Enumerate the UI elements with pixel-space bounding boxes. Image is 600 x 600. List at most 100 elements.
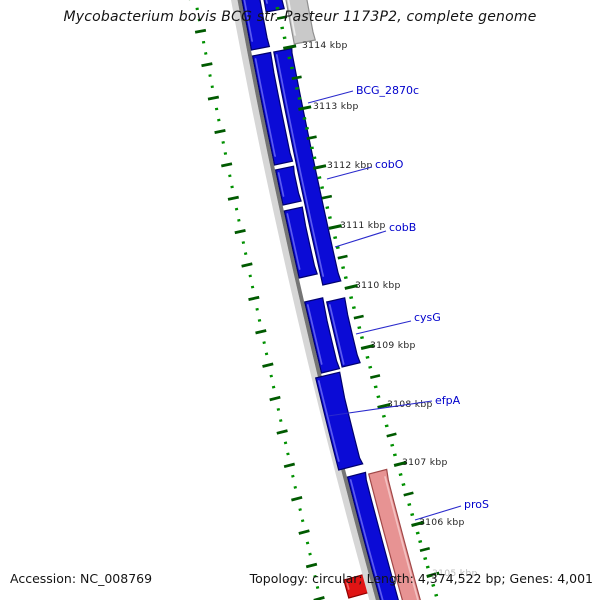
gene-feature-blue[interactable] xyxy=(325,297,361,368)
inner-ring-minor-tick xyxy=(305,541,310,545)
minor-tick xyxy=(275,6,280,10)
minor-tick xyxy=(415,531,420,535)
minor-tick xyxy=(418,539,423,544)
minor-tick xyxy=(431,583,436,588)
minor-tick xyxy=(280,26,285,30)
label-leader-line xyxy=(327,400,433,417)
inner-ring-minor-tick xyxy=(264,352,269,356)
minor-tick xyxy=(297,96,302,100)
inner-ring-minor-tick xyxy=(195,7,199,11)
backbone-ring-dark xyxy=(237,0,381,600)
gene-bevel-highlight xyxy=(275,54,325,277)
inner-ring-minor-tick xyxy=(286,452,290,456)
inner-ring-major-tick xyxy=(194,28,207,34)
inner-ring-major-tick xyxy=(214,129,226,134)
kbp-major-tick xyxy=(283,44,297,50)
gene-label[interactable]: cobO xyxy=(375,158,404,171)
minor-tick xyxy=(312,156,317,160)
tick-label: 3112 kbp xyxy=(327,160,373,171)
inner-ring-minor-tick xyxy=(217,118,221,122)
inner-ring-minor-tick xyxy=(283,441,288,445)
inner-ring-minor-tick xyxy=(210,85,214,89)
inner-ring-major-tick xyxy=(262,362,274,368)
tick-label: 3109 kbp xyxy=(370,340,416,351)
half-kbp-tick xyxy=(403,491,414,497)
inner-ring-minor-tick xyxy=(315,585,320,590)
gene-label[interactable]: proS xyxy=(464,498,489,511)
inner-ring-major-tick xyxy=(276,429,288,435)
minor-tick xyxy=(410,512,415,517)
gene-feature-blue[interactable] xyxy=(239,0,271,51)
minor-tick xyxy=(302,116,307,120)
kbp-major-tick xyxy=(360,344,375,350)
gene-label[interactable]: efpA xyxy=(435,394,461,407)
inner-ring-minor-tick xyxy=(257,318,262,322)
minor-tick xyxy=(376,395,381,399)
inner-ring-major-tick xyxy=(227,195,239,201)
half-kbp-tick xyxy=(306,135,317,140)
inner-ring-minor-tick xyxy=(276,407,281,411)
gene-bevel-highlight xyxy=(287,0,296,36)
gene-feature-blue[interactable] xyxy=(346,471,402,600)
gene-label[interactable]: cobB xyxy=(389,221,416,234)
gene-bevel-highlight xyxy=(349,479,384,600)
minor-tick xyxy=(287,56,292,60)
tick-label: 3110 kbp xyxy=(355,280,401,291)
inner-ring-minor-tick xyxy=(221,140,225,144)
minor-tick xyxy=(407,502,412,507)
inner-ring-minor-tick xyxy=(308,552,312,556)
inner-ring-minor-tick xyxy=(204,51,208,55)
inner-ring-minor-tick xyxy=(201,40,206,44)
inner-ring-minor-tick xyxy=(262,341,266,345)
gene-bevel-highlight xyxy=(265,0,268,4)
inner-ring-minor-tick xyxy=(234,207,239,211)
minor-tick xyxy=(365,355,370,359)
kbp-major-tick xyxy=(393,460,408,467)
gene-feature-blue[interactable] xyxy=(251,51,294,166)
gene-bevel-highlight xyxy=(286,213,301,270)
inner-ring-minor-tick xyxy=(243,252,248,256)
gene-feature-blue[interactable] xyxy=(274,165,302,206)
kbp-major-tick xyxy=(328,224,342,230)
tick-label: 3105 kbp xyxy=(432,568,478,579)
gene-feature-gray[interactable] xyxy=(283,0,317,45)
tick-label: 3114 kbp xyxy=(302,40,348,51)
page-title: Mycobacterium bovis BCG str. Pasteur 117… xyxy=(63,9,537,25)
label-leader-line xyxy=(307,90,354,104)
minor-tick xyxy=(317,176,322,180)
gene-label[interactable]: cysG xyxy=(414,311,441,324)
inner-ring-minor-tick xyxy=(214,107,219,111)
gene-feature-blue[interactable] xyxy=(273,47,342,286)
minor-tick xyxy=(290,66,294,70)
inner-ring-minor-tick xyxy=(313,574,317,578)
inner-ring-minor-tick xyxy=(255,307,259,311)
inner-ring-minor-tick xyxy=(271,385,276,389)
gene-feature-pink[interactable] xyxy=(367,468,424,600)
gene-feature-blue[interactable] xyxy=(303,297,341,374)
minor-tick xyxy=(368,365,373,369)
label-leader-line xyxy=(355,320,412,335)
inner-ring-major-tick xyxy=(241,262,253,268)
kbp-major-tick xyxy=(426,571,440,578)
gene-feature-blue[interactable] xyxy=(283,206,318,279)
minor-tick xyxy=(333,236,338,240)
kbp-major-tick xyxy=(411,520,425,527)
inner-ring-major-tick xyxy=(201,62,213,68)
inner-ring-minor-tick xyxy=(237,218,241,222)
half-kbp-tick xyxy=(370,374,381,379)
minor-tick xyxy=(390,443,395,447)
gene-bevel-highlight xyxy=(254,58,276,157)
gene-label[interactable]: BCG_2870c xyxy=(356,84,419,97)
kbp-major-tick xyxy=(344,284,358,290)
inner-ring-major-tick xyxy=(255,329,267,335)
inner-ring-minor-tick xyxy=(291,474,295,478)
minor-tick xyxy=(335,246,340,250)
minor-tick xyxy=(360,336,364,340)
minor-tick xyxy=(320,186,325,190)
inner-ring-major-tick xyxy=(248,295,260,301)
inner-ring-minor-tick xyxy=(269,374,273,378)
minor-tick xyxy=(309,146,314,150)
gene-feature-blue[interactable] xyxy=(314,371,364,471)
inner-ring-major-tick xyxy=(207,95,220,101)
minor-tick xyxy=(423,556,428,561)
